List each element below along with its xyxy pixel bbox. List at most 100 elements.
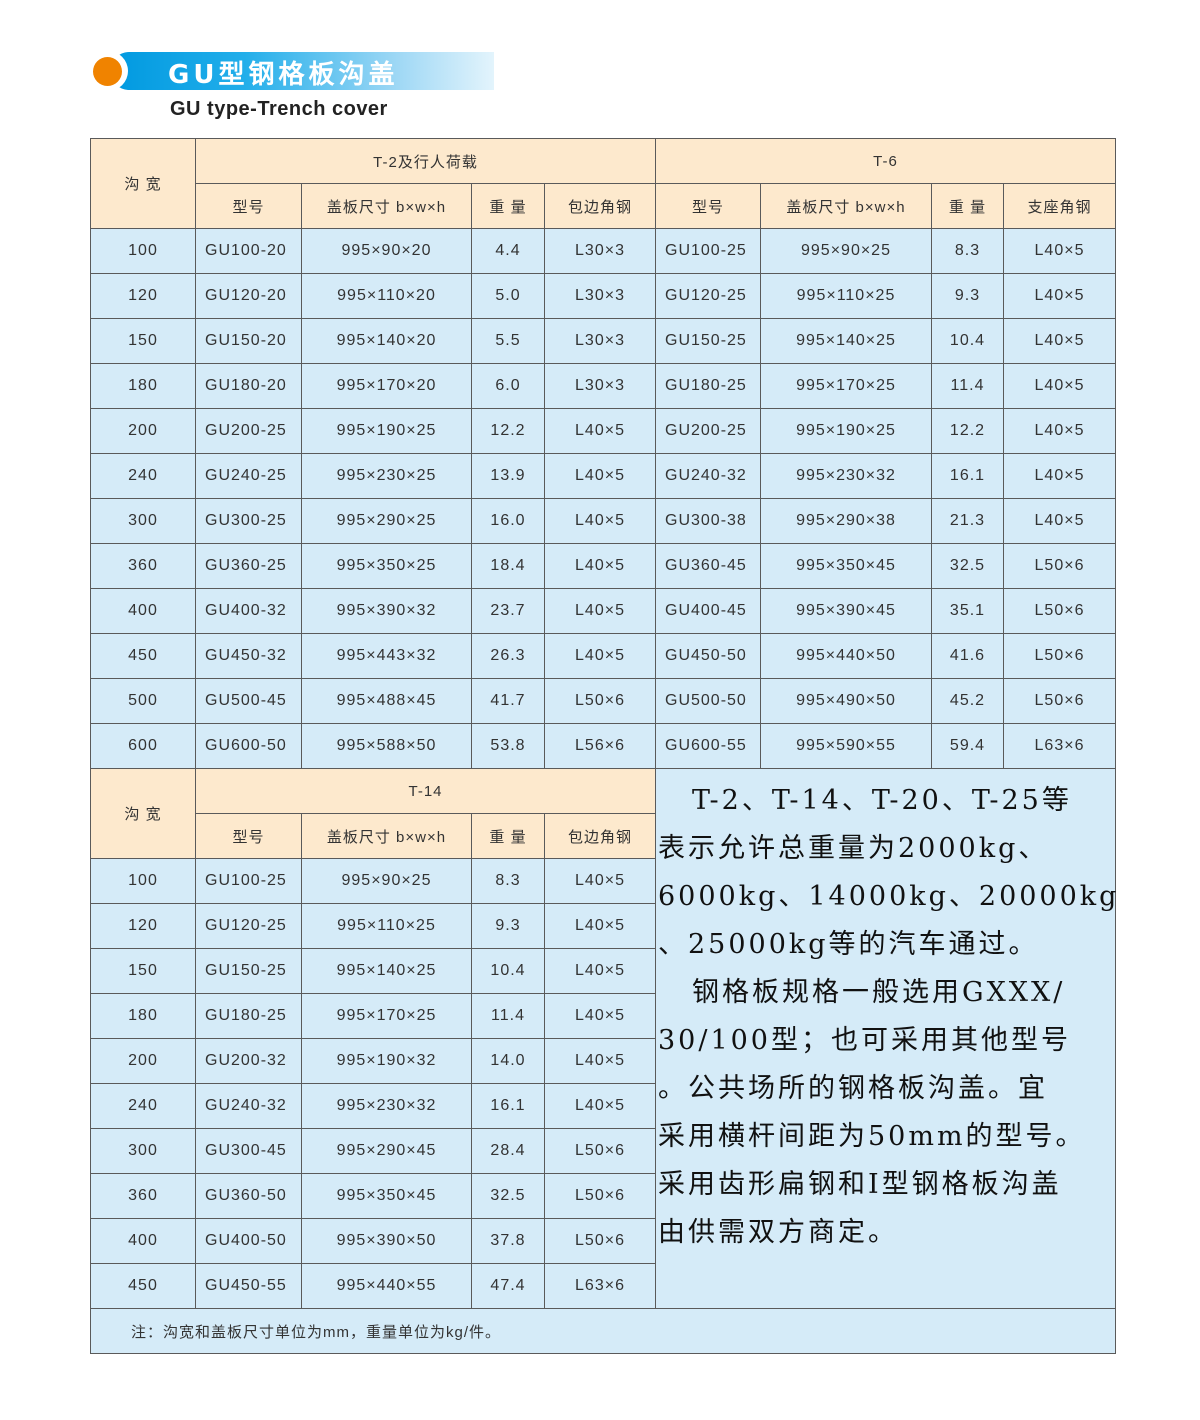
header-support-angle: 支座角钢	[1003, 183, 1116, 229]
header-trench-width: 沟 宽	[90, 768, 196, 859]
cell-angle: L50×6	[1003, 678, 1116, 724]
cell-model: GU120-25	[195, 903, 302, 949]
header-model: 型号	[195, 183, 302, 229]
cell-angle: L40×5	[544, 543, 656, 589]
cell-size: 995×140×25	[760, 318, 932, 364]
cell-angle: L40×5	[544, 858, 656, 904]
cell-model: GU100-25	[655, 228, 761, 274]
cell-weight: 21.3	[931, 498, 1004, 544]
table-row: 300 GU300-45 995×290×45 28.4 L50×6	[90, 1128, 1116, 1174]
cell-trench-width: 150	[90, 948, 196, 994]
cell-angle: L40×5	[544, 948, 656, 994]
cell-model: GU400-32	[195, 588, 302, 634]
cell-size: 995×190×25	[301, 408, 472, 454]
cell-weight: 32.5	[931, 543, 1004, 589]
cell-weight: 9.3	[471, 903, 545, 949]
cell-model: GU400-45	[655, 588, 761, 634]
table-row: 100 GU100-20 995×90×20 4.4 L30×3 GU100-25 995×…	[90, 228, 1116, 274]
table-row: 150 GU150-25 995×140×25 10.4 L40×5	[90, 948, 1116, 994]
cell-angle: L40×5	[1003, 363, 1116, 409]
cell-size: 995×588×50	[301, 723, 472, 769]
cell-angle: L40×5	[544, 408, 656, 454]
cell-trench-width: 200	[90, 408, 196, 454]
header-group-t6: T-6	[655, 138, 1116, 184]
cell-angle: L30×3	[544, 228, 656, 274]
page-title: GU型钢格板沟盖	[168, 60, 399, 90]
cell-model: GU240-25	[195, 453, 302, 499]
cell-size: 995×350×25	[301, 543, 472, 589]
cell-angle: L40×5	[544, 453, 656, 499]
cell-model: GU300-25	[195, 498, 302, 544]
cell-angle: L50×6	[544, 678, 656, 724]
cell-model: GU100-20	[195, 228, 302, 274]
cell-angle: L50×6	[1003, 543, 1116, 589]
cell-angle: L40×5	[1003, 498, 1116, 544]
cell-weight: 5.5	[471, 318, 545, 364]
cell-weight: 16.1	[471, 1083, 545, 1129]
note-row: 注：沟宽和盖板尺寸单位为mm，重量单位为kg/件。	[90, 1308, 1116, 1354]
cell-angle: L50×6	[1003, 588, 1116, 634]
cell-trench-width: 300	[90, 1128, 196, 1174]
cell-trench-width: 200	[90, 1038, 196, 1084]
cell-angle: L63×6	[1003, 723, 1116, 769]
trench-cover-table: 沟 宽 T-2及行人荷载 T-6 型号 盖板尺寸 b×w×h 重 量 包边角钢 …	[90, 138, 1116, 1354]
orange-bullet-icon	[93, 57, 122, 86]
cell-size: 995×390×32	[301, 588, 472, 634]
cell-weight: 6.0	[471, 363, 545, 409]
table-row: 150 GU150-20 995×140×20 5.5 L30×3 GU150-25 995…	[90, 318, 1116, 364]
header-size: 盖板尺寸 b×w×h	[301, 183, 472, 229]
cell-angle: L40×5	[544, 633, 656, 679]
cell-model: GU240-32	[655, 453, 761, 499]
cell-size: 995×290×45	[301, 1128, 472, 1174]
cell-weight: 45.2	[931, 678, 1004, 724]
cell-size: 995×230×25	[301, 453, 472, 499]
description-line: 30/100型；也可采用其他型号	[658, 1025, 1071, 1056]
cell-size: 995×140×25	[301, 948, 472, 994]
table2-column-header: 型号 盖板尺寸 b×w×h 重 量包边角钢	[91, 813, 1116, 859]
header-group-t14: T-14	[195, 768, 656, 814]
cell-trench-width: 360	[90, 1173, 196, 1219]
cell-model: GU600-55	[655, 723, 761, 769]
title-banner	[110, 52, 494, 90]
cell-model: GU500-45	[195, 678, 302, 724]
cell-angle: L50×6	[544, 1173, 656, 1219]
cell-weight: 53.8	[471, 723, 545, 769]
cell-trench-width: 450	[90, 633, 196, 679]
cell-size: 995×290×38	[760, 498, 932, 544]
cell-model: GU300-45	[195, 1128, 302, 1174]
cell-trench-width: 600	[90, 723, 196, 769]
description-line: 钢格板规格一般选用GXXX/	[692, 977, 1066, 1008]
cell-angle: L40×5	[544, 588, 656, 634]
cell-model: GU200-32	[195, 1038, 302, 1084]
cell-angle: L40×5	[544, 1083, 656, 1129]
cell-angle: L40×5	[544, 1038, 656, 1084]
cell-weight: 41.6	[931, 633, 1004, 679]
table2-group-header: 沟 宽 T-14 T-2、T-14、T-20、T-25等 表示允许总重量为2000kg…	[90, 768, 1116, 1309]
table-row: 500 GU500-45 995×488×45 41.7 L50×6 GU500-50 99…	[90, 678, 1116, 724]
header-weight: 重 量	[931, 183, 1004, 229]
cell-weight: 12.2	[931, 408, 1004, 454]
table-row: 180 GU180-20 995×170×20 6.0 L30×3 GU180-25 995…	[90, 363, 1116, 409]
cell-angle: L30×3	[544, 273, 656, 319]
cell-model: GU360-25	[195, 543, 302, 589]
header-trench-width: 沟 宽	[90, 138, 196, 229]
cell-model: GU100-25	[195, 858, 302, 904]
cell-model: GU400-50	[195, 1218, 302, 1264]
description-line: 。公共场所的钢格板沟盖。宜	[658, 1073, 1048, 1104]
cell-angle: L40×5	[1003, 273, 1116, 319]
cell-weight: 16.1	[931, 453, 1004, 499]
description-line: T-2、T-14、T-20、T-25等	[692, 785, 1072, 816]
cell-trench-width: 400	[90, 1218, 196, 1264]
cell-size: 995×390×50	[301, 1218, 472, 1264]
cell-trench-width: 180	[90, 363, 196, 409]
cell-model: GU450-32	[195, 633, 302, 679]
cell-weight: 8.3	[471, 858, 545, 904]
cell-model: GU240-32	[195, 1083, 302, 1129]
cell-trench-width: 120	[90, 273, 196, 319]
cell-model: GU150-20	[195, 318, 302, 364]
description-line: 由供需双方商定。	[658, 1217, 898, 1248]
cell-angle: L40×5	[544, 903, 656, 949]
description-line: 采用齿形扁钢和I型钢格板沟盖	[658, 1169, 1062, 1200]
cell-size: 995×90×20	[301, 228, 472, 274]
cell-size: 995×170×25	[760, 363, 932, 409]
